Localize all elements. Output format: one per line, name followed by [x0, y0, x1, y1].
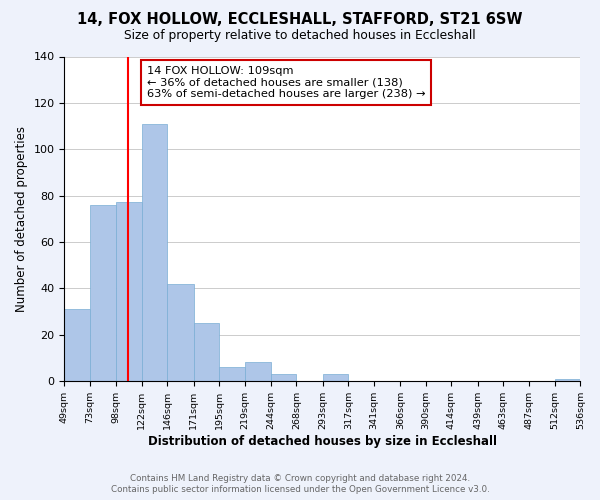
- Bar: [90, 205, 116, 381]
- Bar: [219, 367, 245, 381]
- Bar: [64, 309, 90, 381]
- Bar: [116, 202, 142, 381]
- Bar: [142, 124, 167, 381]
- Bar: [323, 374, 349, 381]
- Text: 14, FOX HOLLOW, ECCLESHALL, STAFFORD, ST21 6SW: 14, FOX HOLLOW, ECCLESHALL, STAFFORD, ST…: [77, 12, 523, 28]
- Text: 14 FOX HOLLOW: 109sqm
← 36% of detached houses are smaller (138)
63% of semi-det: 14 FOX HOLLOW: 109sqm ← 36% of detached …: [147, 66, 425, 99]
- Bar: [271, 374, 296, 381]
- X-axis label: Distribution of detached houses by size in Eccleshall: Distribution of detached houses by size …: [148, 434, 497, 448]
- Text: Contains HM Land Registry data © Crown copyright and database right 2024.
Contai: Contains HM Land Registry data © Crown c…: [110, 474, 490, 494]
- Bar: [167, 284, 194, 381]
- Y-axis label: Number of detached properties: Number of detached properties: [15, 126, 28, 312]
- Bar: [555, 378, 580, 381]
- Text: Size of property relative to detached houses in Eccleshall: Size of property relative to detached ho…: [124, 29, 476, 42]
- Bar: [194, 323, 219, 381]
- Bar: [245, 362, 271, 381]
